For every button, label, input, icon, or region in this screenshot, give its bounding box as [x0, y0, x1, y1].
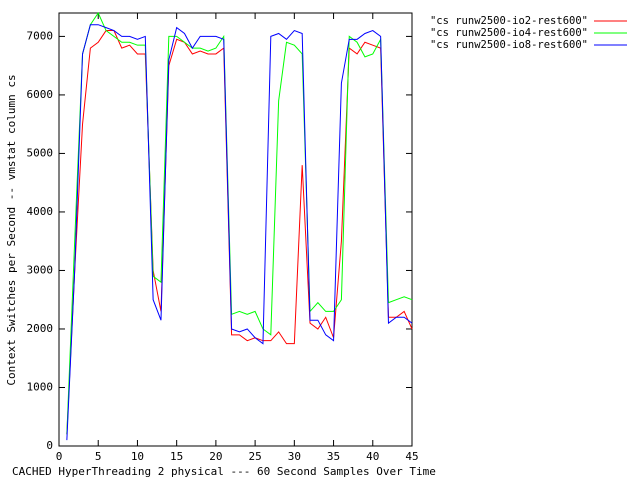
x-axis-label: CACHED HyperThreading 2 physical --- 60 …	[12, 465, 436, 478]
y-tick-label: 7000	[27, 29, 54, 42]
y-tick-label: 5000	[27, 146, 54, 159]
x-tick-label: 15	[170, 450, 183, 463]
x-tick-label: 20	[209, 450, 222, 463]
y-tick-label: 1000	[27, 380, 54, 393]
legend-label: "cs runw2500-io4-rest600"	[430, 27, 588, 39]
series-line	[66, 30, 413, 435]
y-tick-label: 3000	[27, 263, 54, 276]
y-tick-label: 6000	[27, 88, 54, 101]
series-line	[66, 24, 413, 441]
y-tick-label: 0	[46, 439, 53, 452]
plot-frame	[58, 12, 413, 447]
x-tick-label: 45	[405, 450, 418, 463]
legend-label: "cs runw2500-io8-rest600"	[430, 39, 588, 51]
series-line	[66, 11, 413, 435]
x-tick-label: 25	[248, 450, 261, 463]
x-tick-label: 5	[95, 450, 102, 463]
x-tick-label: 40	[366, 450, 379, 463]
y-tick-label: 2000	[27, 322, 54, 335]
x-tick-label: 30	[288, 450, 301, 463]
x-tick-label: 0	[56, 450, 63, 463]
legend-label: "cs runw2500-io2-rest600"	[430, 15, 588, 27]
y-axis-label: Context Switches per Second -- vmstat co…	[5, 74, 18, 385]
x-tick-label: 10	[131, 450, 144, 463]
x-tick-label: 35	[327, 450, 340, 463]
y-tick-label: 4000	[27, 205, 54, 218]
